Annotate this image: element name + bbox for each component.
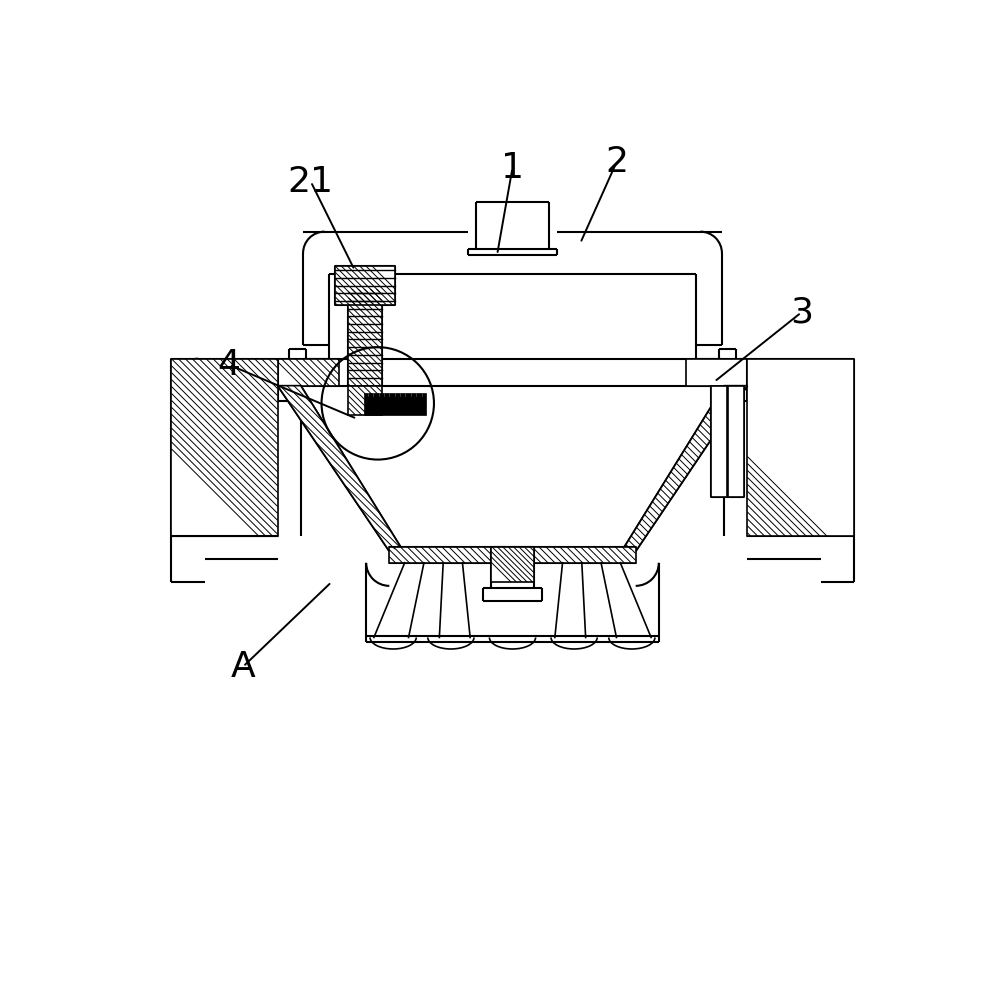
Bar	[364, 393, 426, 415]
Polygon shape	[711, 386, 727, 497]
Polygon shape	[348, 386, 382, 415]
Text: 4: 4	[218, 348, 241, 382]
Text: 2: 2	[605, 145, 628, 179]
Polygon shape	[728, 386, 744, 497]
Polygon shape	[747, 359, 854, 536]
Polygon shape	[389, 547, 636, 563]
Text: 21: 21	[288, 165, 334, 199]
Polygon shape	[686, 359, 747, 386]
Text: 1: 1	[501, 151, 524, 185]
Polygon shape	[278, 359, 339, 386]
Polygon shape	[491, 547, 534, 582]
Polygon shape	[335, 266, 395, 305]
Polygon shape	[171, 359, 278, 536]
Polygon shape	[624, 386, 747, 551]
Text: A: A	[231, 650, 255, 684]
Polygon shape	[278, 386, 401, 551]
Text: 3: 3	[790, 296, 813, 330]
Polygon shape	[348, 289, 382, 386]
